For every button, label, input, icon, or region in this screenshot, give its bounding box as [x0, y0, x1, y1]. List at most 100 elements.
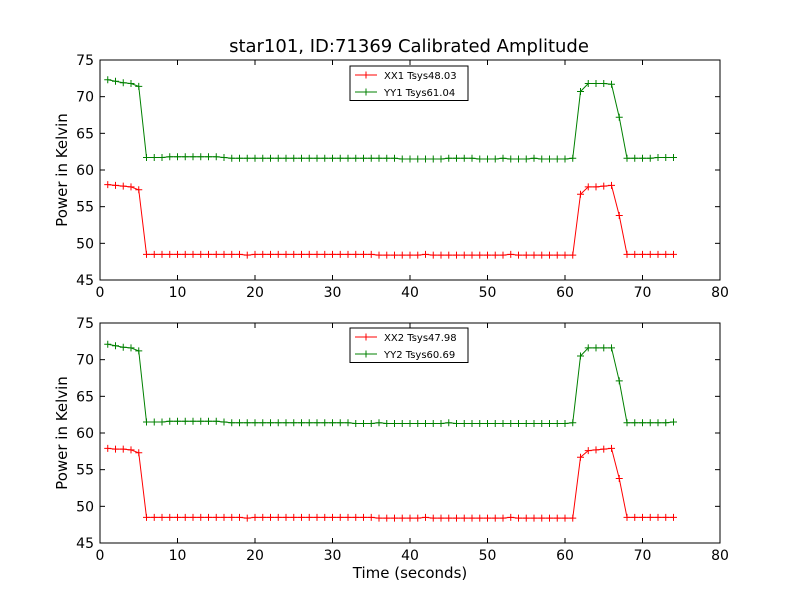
data-point: [468, 419, 476, 427]
data-point: [150, 513, 158, 521]
data-point: [476, 514, 484, 522]
data-point: [143, 418, 150, 426]
data-point: [143, 250, 150, 258]
data-point: [352, 154, 360, 162]
data-point: [158, 513, 166, 521]
y-axis-label: Power in Kelvin: [53, 113, 71, 227]
data-point: [127, 344, 135, 352]
data-point: [422, 250, 429, 258]
legend-item: YY1 Tsys61.04: [355, 88, 455, 99]
data-point: [352, 250, 360, 258]
data-point: [623, 419, 631, 427]
data-point: [422, 419, 429, 427]
legend-box: [349, 65, 469, 101]
data-point: [336, 419, 344, 427]
data-point: [181, 417, 189, 425]
legend: XX2 Tsys47.98 YY2 Tsys60.69: [349, 327, 469, 363]
data-point: [608, 181, 615, 189]
y-tick-label: 45: [76, 273, 94, 289]
data-point: [615, 474, 623, 482]
data-point: [569, 419, 577, 427]
x-axis-label: Time (seconds): [352, 564, 468, 582]
data-point: [538, 514, 546, 522]
x-tick-label: 80: [711, 285, 729, 301]
data-point: [414, 419, 422, 427]
x-tick-label: 0: [96, 548, 105, 564]
x-tick-label: 60: [556, 285, 574, 301]
data-point: [166, 153, 174, 161]
x-tick-label: 70: [634, 285, 652, 301]
data-point: [220, 513, 228, 521]
series-1: [104, 181, 677, 259]
x-tick-label: 0: [96, 285, 105, 301]
data-point: [414, 155, 422, 163]
data-point: [561, 155, 569, 163]
data-point: [631, 154, 639, 162]
data-point: [608, 80, 615, 88]
data-point: [584, 79, 592, 87]
data-point: [228, 419, 236, 427]
data-point: [561, 419, 569, 427]
data-point: [259, 419, 267, 427]
data-point: [259, 513, 267, 521]
data-point: [584, 183, 592, 191]
data-point: [484, 251, 491, 259]
data-point: [569, 514, 577, 522]
data-point: [546, 514, 553, 522]
data-point: [267, 513, 274, 521]
data-point: [135, 82, 143, 90]
data-point: [600, 79, 608, 87]
data-point: [530, 514, 538, 522]
data-point: [600, 182, 608, 190]
data-point: [243, 251, 251, 259]
data-point: [445, 251, 453, 259]
data-point: [561, 514, 569, 522]
data-point: [197, 153, 205, 161]
data-point: [104, 76, 112, 84]
data-point: [391, 251, 398, 259]
x-tick-label: 20: [246, 548, 264, 564]
data-point: [615, 377, 623, 385]
data-point: [360, 513, 367, 521]
y-tick-label: 60: [76, 426, 94, 442]
data-point: [577, 352, 584, 360]
data-point: [305, 419, 313, 427]
data-point: [282, 154, 290, 162]
data-point: [538, 155, 546, 163]
data-point: [437, 514, 445, 522]
data-point: [282, 513, 290, 521]
data-point: [507, 155, 515, 163]
data-point: [592, 79, 600, 87]
chart-panel-1: 0 10 20 30 40 50 60 70 80 45 50 55 60 65 70 75 Power in …: [53, 53, 729, 301]
data-point: [639, 513, 646, 521]
data-point: [662, 513, 670, 521]
data-point: [662, 419, 670, 427]
data-point: [383, 154, 391, 162]
data-point: [344, 154, 352, 162]
data-point: [530, 154, 538, 162]
data-point: [391, 154, 398, 162]
data-point: [336, 513, 344, 521]
data-point: [367, 419, 375, 427]
data-point: [236, 419, 243, 427]
data-point: [460, 514, 468, 522]
data-point: [538, 251, 546, 259]
data-point: [298, 419, 305, 427]
data-point: [437, 155, 445, 163]
data-point: [290, 513, 298, 521]
data-point: [282, 419, 290, 427]
data-point: [112, 342, 119, 350]
y-tick-label: 50: [76, 236, 94, 252]
data-point: [174, 153, 181, 161]
data-point: [166, 513, 174, 521]
data-point: [205, 513, 212, 521]
data-point: [453, 154, 460, 162]
data-point: [197, 417, 205, 425]
data-point: [189, 153, 197, 161]
data-point: [654, 154, 662, 162]
data-point: [104, 340, 112, 348]
data-point: [274, 513, 282, 521]
data-point: [112, 445, 119, 453]
data-point: [267, 419, 274, 427]
data-point: [553, 514, 561, 522]
